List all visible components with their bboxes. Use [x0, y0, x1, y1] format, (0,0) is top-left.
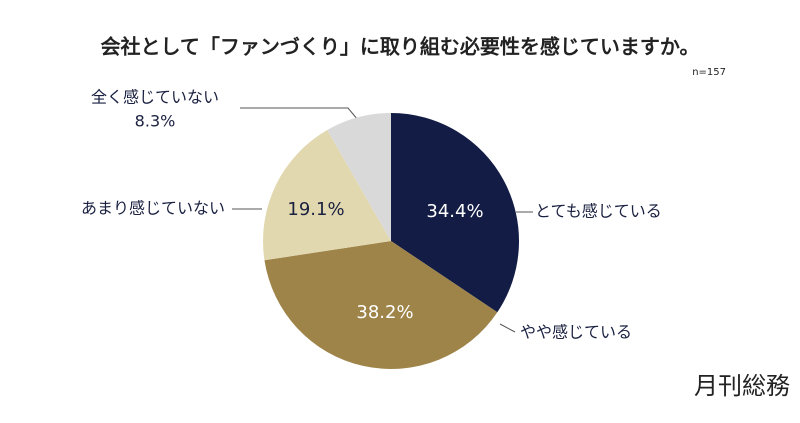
leader-lines	[232, 107, 533, 333]
category-label: やや感じている	[520, 323, 632, 342]
value-label: 19.1%	[287, 199, 344, 220]
value-label: 38.2%	[356, 302, 413, 323]
category-label: あまり感じていない	[81, 199, 225, 218]
leader-line	[240, 107, 359, 121]
source-logo: 月刊総務	[694, 372, 790, 400]
pie-slice	[391, 113, 519, 313]
pie-slice	[263, 130, 391, 261]
chart-title: 会社として「ファンづくり」に取り組む必要性を感じていますか。	[101, 35, 700, 59]
sample-size: n=157	[692, 67, 726, 78]
leader-line	[499, 323, 516, 333]
pie-slice	[264, 241, 498, 370]
category-label: 全く感じていない	[91, 88, 219, 107]
category-label: とても感じている	[535, 202, 662, 221]
value-label: 34.4%	[426, 201, 483, 222]
pie-slice	[327, 113, 391, 241]
value-label: 8.3%	[135, 112, 176, 131]
